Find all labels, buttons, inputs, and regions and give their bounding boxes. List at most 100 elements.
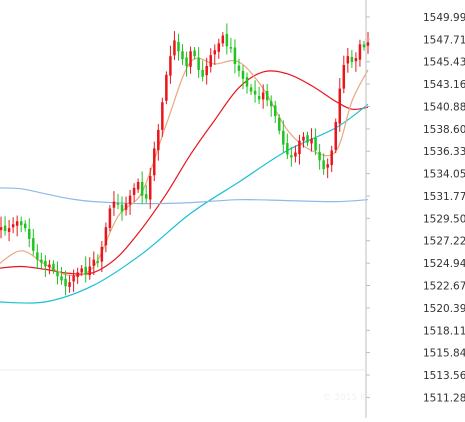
candle-body	[213, 50, 217, 55]
candle-body	[326, 164, 329, 168]
candle-body	[185, 57, 188, 66]
candle-body	[237, 65, 241, 71]
y-tick-label: 1543.16	[423, 79, 465, 91]
candle-body	[229, 47, 233, 49]
candle-body	[221, 35, 225, 44]
candle-body	[217, 43, 221, 52]
candle-body	[72, 275, 75, 282]
candle-body	[253, 90, 257, 95]
y-tick-label: 1511.28	[423, 392, 465, 404]
candle-body	[273, 105, 277, 117]
y-tick-label: 1513.56	[423, 370, 465, 382]
y-axis: 1549.99 1547.71 1545.43 1543.16 1540.88 1538.…	[366, 12, 465, 404]
candle-body	[294, 152, 297, 157]
candle-body	[181, 51, 184, 60]
candle-body	[302, 136, 305, 141]
candle-body	[241, 70, 245, 79]
candle-body	[28, 228, 31, 239]
candle-body	[23, 223, 27, 229]
candle-body	[330, 150, 333, 166]
series-line-2	[0, 103, 369, 304]
y-tick-label: 1527.22	[423, 236, 465, 248]
candle-body	[60, 276, 63, 281]
y-tick-label: 1522.67	[423, 280, 465, 292]
y-tick-label: 1534.05	[423, 169, 465, 181]
y-tick-label: 1549.99	[423, 12, 465, 24]
candle-body	[286, 143, 289, 155]
candle-body	[314, 137, 317, 151]
watermark: © 2015 K	[322, 393, 367, 403]
candle-body	[358, 44, 362, 60]
candle-body	[120, 204, 124, 212]
candle-body	[233, 47, 237, 65]
candle-body	[40, 259, 43, 263]
candle-body	[197, 57, 200, 70]
candle-body	[124, 203, 128, 210]
candle-body	[338, 88, 342, 124]
candle-body	[161, 102, 164, 130]
candle-body	[346, 56, 350, 64]
y-tick-label: 1515.84	[423, 348, 465, 360]
candle-body	[140, 181, 144, 196]
candle-body	[100, 246, 104, 262]
candle-body	[52, 263, 55, 271]
candle-body	[88, 266, 92, 276]
y-tick-label: 1520.39	[423, 303, 465, 315]
candle-body	[7, 228, 11, 232]
candle-body	[269, 101, 273, 107]
y-tick-label: 1531.77	[423, 191, 465, 203]
candle-body	[225, 33, 229, 47]
candle-body	[0, 227, 3, 231]
candle-body	[144, 194, 148, 199]
candle-body	[261, 92, 265, 100]
candle-body	[310, 138, 313, 144]
candle-body	[157, 129, 160, 151]
candle-body	[290, 155, 293, 158]
y-tick-label: 1536.33	[423, 146, 465, 158]
candle-body	[173, 40, 176, 56]
y-tick-label: 1545.43	[423, 57, 465, 69]
candle-body	[169, 56, 172, 76]
candle-body	[189, 51, 192, 67]
candle-body	[19, 221, 23, 226]
y-tick-label: 1529.50	[423, 213, 465, 225]
candle-body	[56, 271, 59, 277]
candle-body	[209, 55, 212, 67]
candle-body	[64, 278, 67, 287]
candle-body	[44, 260, 47, 267]
candle-body	[205, 65, 208, 76]
y-tick-label: 1518.11	[423, 325, 465, 337]
candle-body	[318, 152, 321, 161]
candle-body	[265, 90, 269, 101]
candle-body	[278, 117, 281, 131]
candle-body	[48, 264, 51, 268]
candle-body	[68, 282, 71, 287]
candle-body	[92, 259, 96, 266]
candle-body	[76, 272, 79, 277]
candle-body	[350, 56, 354, 63]
candle-body	[322, 160, 325, 170]
candle-body	[15, 221, 19, 226]
candle-body	[177, 41, 180, 52]
candle-body	[3, 225, 7, 232]
y-tick-label: 1524.94	[423, 258, 465, 270]
candle-body	[148, 176, 152, 200]
candle-body	[306, 135, 309, 143]
candle-body	[282, 130, 285, 145]
candle-body	[334, 122, 337, 150]
y-tick-label: 1547.71	[423, 34, 465, 46]
candle-body	[132, 187, 136, 195]
candle-body	[165, 74, 168, 101]
candlesticks	[0, 23, 370, 296]
candle-body	[136, 181, 140, 190]
candle-body	[128, 195, 132, 205]
candle-body	[104, 227, 108, 246]
candle-body	[193, 50, 196, 57]
candle-body	[257, 96, 261, 100]
candle-body	[96, 261, 100, 263]
candle-body	[245, 77, 249, 87]
candle-body	[80, 268, 83, 273]
candle-body	[11, 224, 15, 228]
